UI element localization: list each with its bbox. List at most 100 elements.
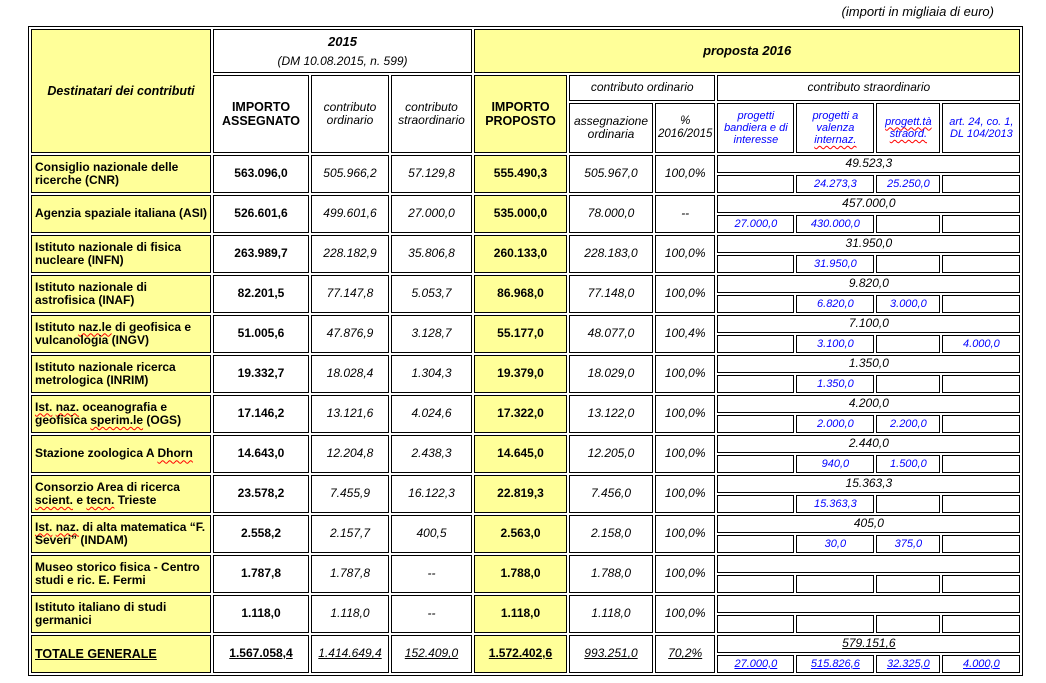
straordinario-valenza: 1.350,0 — [796, 375, 875, 393]
straordinario-bandiera — [717, 615, 795, 633]
percent-2016-2015: 100,0% — [655, 275, 716, 313]
institute-name: Consiglio nazionale delle ricerche (CNR) — [31, 155, 211, 193]
institute-name: Istituto nazionale ricerca metrologica (… — [31, 355, 211, 393]
percent-2016-2015: 100,0% — [655, 435, 716, 473]
straordinario-bandiera — [717, 375, 795, 393]
straordinario-valenza: 30,0 — [796, 535, 875, 553]
importo-proposto: 14.645,0 — [474, 435, 567, 473]
table-row: Agenzia spaziale italiana (ASI) 526.601,… — [31, 195, 1021, 233]
contributo-ordinario-2015: 47.876,9 — [311, 315, 389, 353]
contributo-ordinario-2015: 18.028,4 — [311, 355, 389, 393]
contributo-ordinario-2015: 228.182,9 — [311, 235, 389, 273]
straordinario-progettualita: 3.000,0 — [876, 295, 941, 313]
straordinario-totale — [717, 555, 1021, 573]
institute-name: Istituto italiano di studi germanici — [31, 595, 211, 633]
straordinario-art24 — [942, 295, 1021, 313]
importo-assegnato-2015: 526.601,6 — [213, 195, 309, 233]
table-row: Istituto italiano di studi germanici 1.1… — [31, 595, 1021, 633]
contributo-straordinario-2015: 3.128,7 — [391, 315, 472, 353]
percent-2016-2015: 100,0% — [655, 235, 716, 273]
contributo-ordinario-2015: 77.147,8 — [311, 275, 389, 313]
header-2015-title: 2015 — [328, 33, 357, 49]
total-contributo-straordinario-2015: 152.409,0 — [391, 635, 472, 673]
importo-proposto: 1.788,0 — [474, 555, 567, 593]
assegnazione-ordinaria: 18.029,0 — [569, 355, 653, 393]
table-row-breakdown: 27.000,0 430.000,0 — [31, 215, 1021, 233]
table-row: Ist. naz. di alta matematica “F. Severi”… — [31, 515, 1021, 553]
institute-name: Istituto naz.le di geofisica e vulcanolo… — [31, 315, 211, 353]
importo-proposto: 535.000,0 — [474, 195, 567, 233]
percent-2016-2015: 100,0% — [655, 395, 716, 433]
table-row-breakdown: 2.000,0 2.200,0 — [31, 415, 1021, 433]
importo-proposto: 19.379,0 — [474, 355, 567, 393]
total-contributo-ordinario-2015: 1.414.649,4 — [311, 635, 389, 673]
assegnazione-ordinaria: 1.118,0 — [569, 595, 653, 633]
importo-assegnato-2015: 17.146,2 — [213, 395, 309, 433]
straordinario-totale — [717, 595, 1021, 613]
table-row-breakdown — [31, 575, 1021, 593]
straordinario-art24 — [942, 575, 1021, 593]
header-gruppo-straordinario: contributo straordinario — [717, 75, 1021, 101]
table-row: Ist. naz. oceanografia e geofisica speri… — [31, 395, 1021, 433]
table-row-breakdown: 1.350,0 — [31, 375, 1021, 393]
total-straordinario-totale: 579.151,6 — [717, 635, 1021, 653]
straordinario-valenza — [796, 575, 875, 593]
importo-assegnato-2015: 19.332,7 — [213, 355, 309, 393]
header-importo-assegnato: IMPORTO ASSEGNATO — [213, 75, 309, 153]
institute-name: Istituto nazionale di fisica nucleare (I… — [31, 235, 211, 273]
total-straordinario-progettualita: 32.325,0 — [876, 655, 941, 673]
importo-proposto: 17.322,0 — [474, 395, 567, 433]
table-row: Stazione zoologica A Dhorn 14.643,0 12.2… — [31, 435, 1021, 473]
units-caption: (importi in migliaia di euro) — [841, 4, 994, 19]
header-progettualita-straord: progett.tà straord. — [876, 103, 941, 153]
contributo-straordinario-2015: -- — [391, 595, 472, 633]
straordinario-totale: 7.100,0 — [717, 315, 1021, 333]
institute-name: Museo storico fisica - Centro studi e ri… — [31, 555, 211, 593]
assegnazione-ordinaria: 505.967,0 — [569, 155, 653, 193]
total-row: TOTALE GENERALE 1.567.058,4 1.414.649,4 … — [31, 635, 1021, 673]
table-row: Istituto nazionale di astrofisica (INAF)… — [31, 275, 1021, 313]
straordinario-progettualita: 25.250,0 — [876, 175, 941, 193]
straordinario-art24 — [942, 175, 1021, 193]
contributo-ordinario-2015: 505.966,2 — [311, 155, 389, 193]
straordinario-valenza: 31.950,0 — [796, 255, 875, 273]
header-2015-band: 2015 (DM 10.08.2015, n. 599) — [213, 29, 472, 73]
header-art-24-dl-104-2013: art. 24, co. 1, DL 104/2013 — [942, 103, 1021, 153]
straordinario-progettualita — [876, 215, 941, 233]
contributo-straordinario-2015: 57.129,8 — [391, 155, 472, 193]
header-percent-years: 2016/2015 — [658, 128, 713, 140]
header-contributo-straordinario-2015: contributo straordinario — [391, 75, 472, 153]
straordinario-bandiera — [717, 535, 795, 553]
straordinario-progettualita: 1.500,0 — [876, 455, 941, 473]
total-importo-proposto: 1.572.402,6 — [474, 635, 567, 673]
assegnazione-ordinaria: 228.183,0 — [569, 235, 653, 273]
straordinario-progettualita: 2.200,0 — [876, 415, 941, 433]
straordinario-totale: 457.000,0 — [717, 195, 1021, 213]
institute-name: Consorzio Area di ricerca scient. e tecn… — [31, 475, 211, 513]
importo-proposto: 22.819,3 — [474, 475, 567, 513]
total-label: TOTALE GENERALE — [31, 635, 211, 673]
straordinario-progettualita — [876, 375, 941, 393]
table-row: Museo storico fisica - Centro studi e ri… — [31, 555, 1021, 593]
table-row-breakdown: 24.273,3 25.250,0 — [31, 175, 1021, 193]
contributo-ordinario-2015: 1.118,0 — [311, 595, 389, 633]
contributo-straordinario-2015: 35.806,8 — [391, 235, 472, 273]
assegnazione-ordinaria: 13.122,0 — [569, 395, 653, 433]
contributo-straordinario-2015: 27.000,0 — [391, 195, 472, 233]
assegnazione-ordinaria: 1.788,0 — [569, 555, 653, 593]
straordinario-art24 — [942, 455, 1021, 473]
assegnazione-ordinaria: 7.456,0 — [569, 475, 653, 513]
straordinario-valenza: 430.000,0 — [796, 215, 875, 233]
straordinario-bandiera — [717, 295, 795, 313]
straordinario-totale: 9.820,0 — [717, 275, 1021, 293]
funding-table: Destinatari dei contributi 2015 (DM 10.0… — [28, 26, 1024, 676]
contributo-ordinario-2015: 13.121,6 — [311, 395, 389, 433]
importo-proposto: 55.177,0 — [474, 315, 567, 353]
table-row: Istituto naz.le di geofisica e vulcanolo… — [31, 315, 1021, 353]
straordinario-totale: 2.440,0 — [717, 435, 1021, 453]
table-row-breakdown: 31.950,0 — [31, 255, 1021, 273]
straordinario-valenza: 940,0 — [796, 455, 875, 473]
header-progetti-bandiera: progetti bandiera e di interesse — [717, 103, 795, 153]
straordinario-bandiera — [717, 335, 795, 353]
straordinario-progettualita: 375,0 — [876, 535, 941, 553]
